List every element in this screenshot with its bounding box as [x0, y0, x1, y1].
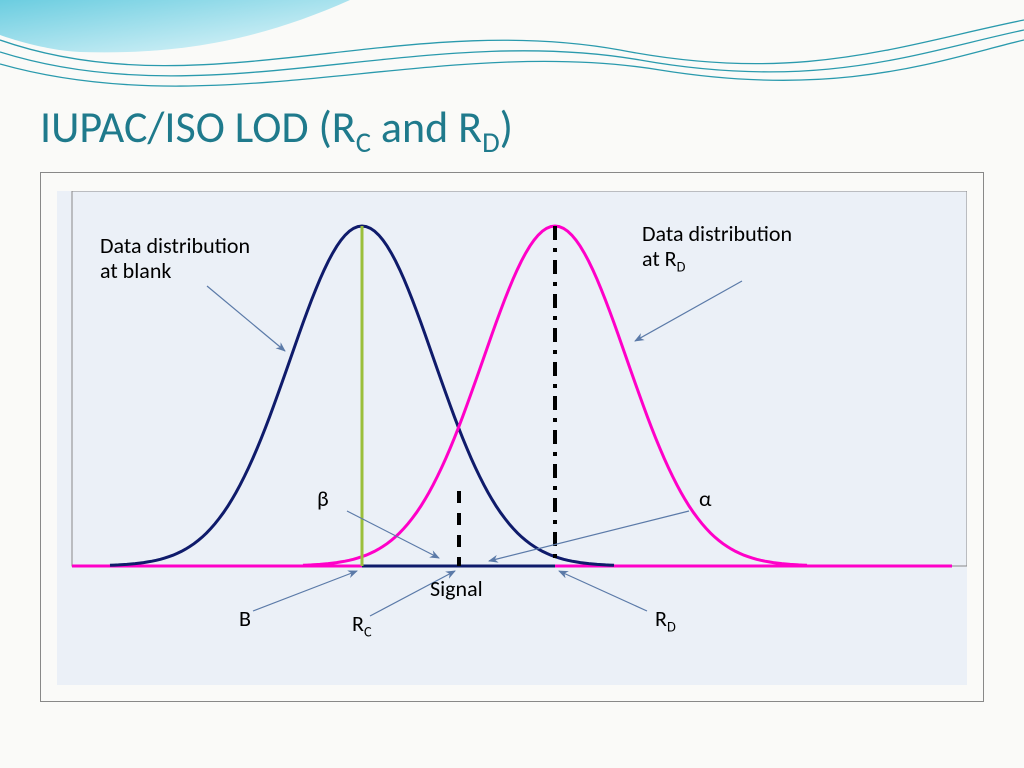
curve-rd [303, 226, 807, 565]
label-rd-line1: Data distribution [642, 220, 792, 247]
xaxis-label: Signal [430, 576, 483, 601]
label-blank-dist: Data distribution at blank [100, 233, 250, 284]
arrow-blank [207, 286, 285, 351]
label-rd-sub: D [677, 258, 686, 276]
label-RD-pre: R [655, 605, 667, 632]
title-mid: and R [371, 100, 482, 154]
label-beta: β [317, 486, 329, 511]
title-pre: IUPAC/ISO LOD (R [40, 100, 356, 154]
page-title: IUPAC/ISO LOD (RC and RD) [40, 100, 513, 160]
arrow-RD [559, 571, 647, 611]
label-rd-pre: at R [642, 245, 677, 272]
label-RC-sub: C [364, 622, 372, 640]
title-post: ) [500, 100, 513, 154]
label-blank-line1: Data distribution [100, 232, 250, 259]
label-RC: RC [352, 611, 372, 640]
label-alpha: α [699, 486, 711, 511]
title-sub1: C [356, 125, 371, 160]
chart-container: Data distribution at blank Data distribu… [40, 172, 984, 702]
label-rd-dist: Data distribution at RD [642, 221, 792, 275]
chart-inner: Data distribution at blank Data distribu… [57, 191, 967, 685]
label-RC-pre: R [352, 610, 364, 637]
arrow-rd [635, 281, 742, 341]
arrow-B [253, 571, 357, 611]
label-blank-line2: at blank [100, 257, 171, 284]
label-RD-sub: D [667, 617, 676, 635]
title-sub2: D [482, 125, 500, 160]
label-B: B [239, 606, 251, 631]
label-RD: RD [655, 606, 676, 635]
